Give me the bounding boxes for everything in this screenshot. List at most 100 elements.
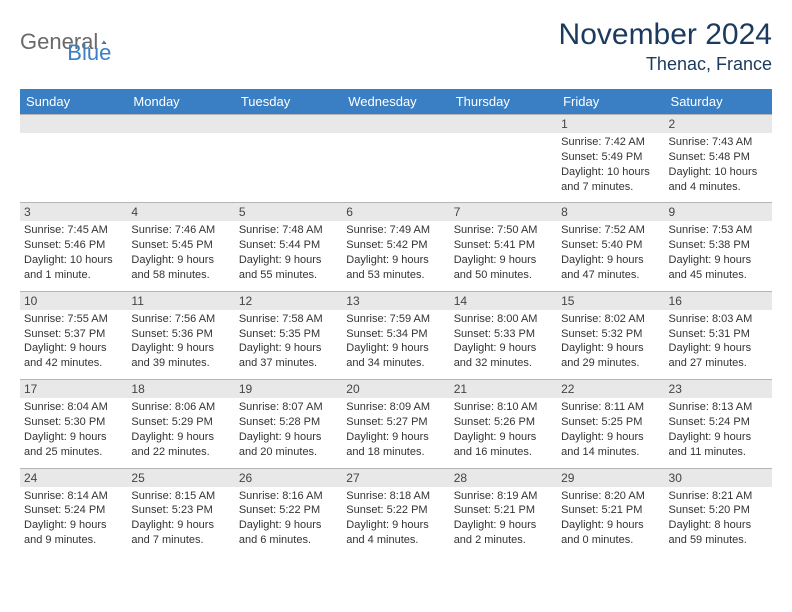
day-cell: 25Sunrise: 8:15 AMSunset: 5:23 PMDayligh… bbox=[127, 468, 234, 556]
weekday-header: Sunday bbox=[20, 89, 127, 115]
day-cell: 24Sunrise: 8:14 AMSunset: 5:24 PMDayligh… bbox=[20, 468, 127, 556]
day-cell: 23Sunrise: 8:13 AMSunset: 5:24 PMDayligh… bbox=[665, 380, 772, 468]
day-number: 27 bbox=[342, 469, 449, 487]
day-info: Sunrise: 8:06 AMSunset: 5:29 PMDaylight:… bbox=[127, 398, 234, 467]
day-info: Sunrise: 7:48 AMSunset: 5:44 PMDaylight:… bbox=[235, 221, 342, 290]
day-number: 24 bbox=[20, 469, 127, 487]
day-cell: 7Sunrise: 7:50 AMSunset: 5:41 PMDaylight… bbox=[450, 203, 557, 291]
day-number: 22 bbox=[557, 380, 664, 398]
title-block: November 2024 Thenac, France bbox=[559, 18, 772, 75]
day-info: Sunrise: 8:04 AMSunset: 5:30 PMDaylight:… bbox=[20, 398, 127, 467]
day-number: 26 bbox=[235, 469, 342, 487]
day-number: 15 bbox=[557, 292, 664, 310]
day-info: Sunrise: 8:13 AMSunset: 5:24 PMDaylight:… bbox=[665, 398, 772, 467]
day-cell: 11Sunrise: 7:56 AMSunset: 5:36 PMDayligh… bbox=[127, 291, 234, 379]
weekday-header: Tuesday bbox=[235, 89, 342, 115]
day-info: Sunrise: 8:21 AMSunset: 5:20 PMDaylight:… bbox=[665, 487, 772, 556]
day-cell: 30Sunrise: 8:21 AMSunset: 5:20 PMDayligh… bbox=[665, 468, 772, 556]
header: General Blue November 2024 Thenac, Franc… bbox=[20, 18, 772, 75]
day-info: Sunrise: 7:52 AMSunset: 5:40 PMDaylight:… bbox=[557, 221, 664, 290]
day-info: Sunrise: 7:56 AMSunset: 5:36 PMDaylight:… bbox=[127, 310, 234, 379]
day-info: Sunrise: 7:42 AMSunset: 5:49 PMDaylight:… bbox=[557, 133, 664, 202]
day-number: 7 bbox=[450, 203, 557, 221]
day-number: 6 bbox=[342, 203, 449, 221]
day-cell: 5Sunrise: 7:48 AMSunset: 5:44 PMDaylight… bbox=[235, 203, 342, 291]
day-cell: 1Sunrise: 7:42 AMSunset: 5:49 PMDaylight… bbox=[557, 115, 664, 203]
day-info: Sunrise: 7:58 AMSunset: 5:35 PMDaylight:… bbox=[235, 310, 342, 379]
day-info: Sunrise: 8:03 AMSunset: 5:31 PMDaylight:… bbox=[665, 310, 772, 379]
empty-day-cell bbox=[450, 115, 557, 203]
day-number: 2 bbox=[665, 115, 772, 133]
day-info: Sunrise: 8:11 AMSunset: 5:25 PMDaylight:… bbox=[557, 398, 664, 467]
calendar-week-row: 10Sunrise: 7:55 AMSunset: 5:37 PMDayligh… bbox=[20, 291, 772, 379]
calendar-week-row: 3Sunrise: 7:45 AMSunset: 5:46 PMDaylight… bbox=[20, 203, 772, 291]
day-number: 5 bbox=[235, 203, 342, 221]
day-number: 4 bbox=[127, 203, 234, 221]
day-number: 21 bbox=[450, 380, 557, 398]
day-cell: 6Sunrise: 7:49 AMSunset: 5:42 PMDaylight… bbox=[342, 203, 449, 291]
logo-text-blue: Blue bbox=[67, 40, 111, 66]
day-info: Sunrise: 7:46 AMSunset: 5:45 PMDaylight:… bbox=[127, 221, 234, 290]
day-cell: 19Sunrise: 8:07 AMSunset: 5:28 PMDayligh… bbox=[235, 380, 342, 468]
day-info: Sunrise: 8:14 AMSunset: 5:24 PMDaylight:… bbox=[20, 487, 127, 556]
day-info: Sunrise: 7:45 AMSunset: 5:46 PMDaylight:… bbox=[20, 221, 127, 290]
day-number: 8 bbox=[557, 203, 664, 221]
day-cell: 15Sunrise: 8:02 AMSunset: 5:32 PMDayligh… bbox=[557, 291, 664, 379]
empty-day-cell bbox=[127, 115, 234, 203]
weekday-header-row: SundayMondayTuesdayWednesdayThursdayFrid… bbox=[20, 89, 772, 115]
day-number: 1 bbox=[557, 115, 664, 133]
weekday-header: Wednesday bbox=[342, 89, 449, 115]
logo: General Blue bbox=[20, 18, 111, 66]
day-cell: 12Sunrise: 7:58 AMSunset: 5:35 PMDayligh… bbox=[235, 291, 342, 379]
day-number: 9 bbox=[665, 203, 772, 221]
day-info: Sunrise: 7:55 AMSunset: 5:37 PMDaylight:… bbox=[20, 310, 127, 379]
day-number: 20 bbox=[342, 380, 449, 398]
day-cell: 26Sunrise: 8:16 AMSunset: 5:22 PMDayligh… bbox=[235, 468, 342, 556]
day-number: 3 bbox=[20, 203, 127, 221]
day-cell: 14Sunrise: 8:00 AMSunset: 5:33 PMDayligh… bbox=[450, 291, 557, 379]
day-info: Sunrise: 7:50 AMSunset: 5:41 PMDaylight:… bbox=[450, 221, 557, 290]
day-number: 16 bbox=[665, 292, 772, 310]
day-info: Sunrise: 7:49 AMSunset: 5:42 PMDaylight:… bbox=[342, 221, 449, 290]
day-cell: 9Sunrise: 7:53 AMSunset: 5:38 PMDaylight… bbox=[665, 203, 772, 291]
day-info: Sunrise: 8:20 AMSunset: 5:21 PMDaylight:… bbox=[557, 487, 664, 556]
day-number: 29 bbox=[557, 469, 664, 487]
page-title: November 2024 bbox=[559, 18, 772, 52]
calendar-week-row: 1Sunrise: 7:42 AMSunset: 5:49 PMDaylight… bbox=[20, 115, 772, 203]
day-number: 18 bbox=[127, 380, 234, 398]
weekday-header: Friday bbox=[557, 89, 664, 115]
day-number: 30 bbox=[665, 469, 772, 487]
day-info: Sunrise: 8:07 AMSunset: 5:28 PMDaylight:… bbox=[235, 398, 342, 467]
empty-day-cell bbox=[235, 115, 342, 203]
day-info: Sunrise: 8:18 AMSunset: 5:22 PMDaylight:… bbox=[342, 487, 449, 556]
calendar-table: SundayMondayTuesdayWednesdayThursdayFrid… bbox=[20, 89, 772, 556]
day-number: 25 bbox=[127, 469, 234, 487]
day-cell: 10Sunrise: 7:55 AMSunset: 5:37 PMDayligh… bbox=[20, 291, 127, 379]
day-cell: 8Sunrise: 7:52 AMSunset: 5:40 PMDaylight… bbox=[557, 203, 664, 291]
calendar-week-row: 24Sunrise: 8:14 AMSunset: 5:24 PMDayligh… bbox=[20, 468, 772, 556]
day-info: Sunrise: 8:10 AMSunset: 5:26 PMDaylight:… bbox=[450, 398, 557, 467]
day-info: Sunrise: 8:02 AMSunset: 5:32 PMDaylight:… bbox=[557, 310, 664, 379]
day-number: 12 bbox=[235, 292, 342, 310]
day-info: Sunrise: 8:16 AMSunset: 5:22 PMDaylight:… bbox=[235, 487, 342, 556]
day-cell: 3Sunrise: 7:45 AMSunset: 5:46 PMDaylight… bbox=[20, 203, 127, 291]
day-number: 14 bbox=[450, 292, 557, 310]
day-cell: 17Sunrise: 8:04 AMSunset: 5:30 PMDayligh… bbox=[20, 380, 127, 468]
day-info: Sunrise: 8:19 AMSunset: 5:21 PMDaylight:… bbox=[450, 487, 557, 556]
day-cell: 2Sunrise: 7:43 AMSunset: 5:48 PMDaylight… bbox=[665, 115, 772, 203]
day-number: 17 bbox=[20, 380, 127, 398]
day-info: Sunrise: 7:59 AMSunset: 5:34 PMDaylight:… bbox=[342, 310, 449, 379]
weekday-header: Monday bbox=[127, 89, 234, 115]
day-cell: 16Sunrise: 8:03 AMSunset: 5:31 PMDayligh… bbox=[665, 291, 772, 379]
day-number: 19 bbox=[235, 380, 342, 398]
day-cell: 4Sunrise: 7:46 AMSunset: 5:45 PMDaylight… bbox=[127, 203, 234, 291]
day-number: 28 bbox=[450, 469, 557, 487]
day-cell: 18Sunrise: 8:06 AMSunset: 5:29 PMDayligh… bbox=[127, 380, 234, 468]
day-number: 23 bbox=[665, 380, 772, 398]
day-number: 10 bbox=[20, 292, 127, 310]
day-cell: 21Sunrise: 8:10 AMSunset: 5:26 PMDayligh… bbox=[450, 380, 557, 468]
day-cell: 22Sunrise: 8:11 AMSunset: 5:25 PMDayligh… bbox=[557, 380, 664, 468]
day-info: Sunrise: 8:09 AMSunset: 5:27 PMDaylight:… bbox=[342, 398, 449, 467]
day-cell: 20Sunrise: 8:09 AMSunset: 5:27 PMDayligh… bbox=[342, 380, 449, 468]
weekday-header: Saturday bbox=[665, 89, 772, 115]
